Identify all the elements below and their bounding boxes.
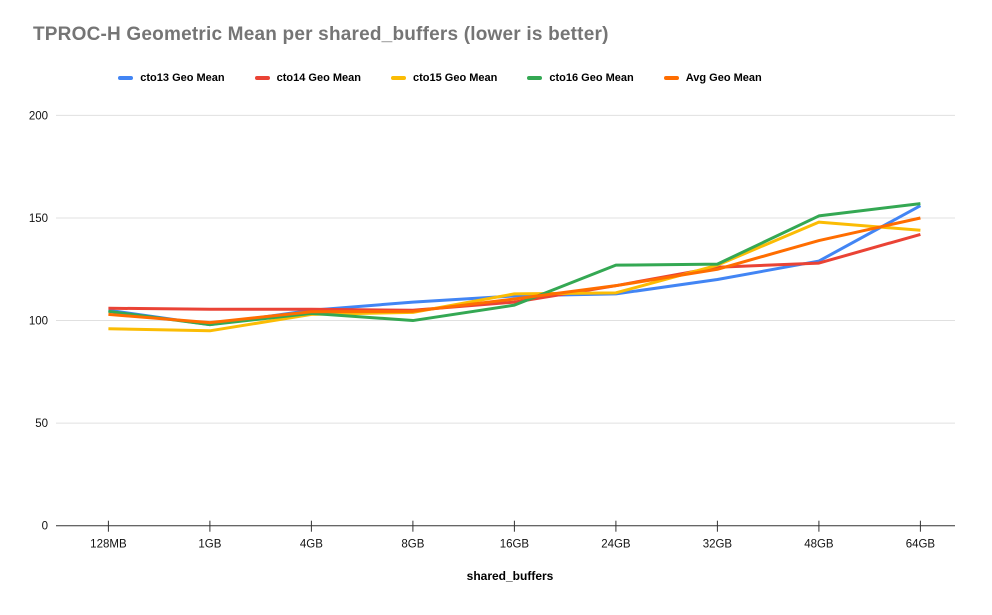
legend-swatch-icon bbox=[527, 76, 543, 80]
legend-label: cto14 Geo Mean bbox=[276, 72, 361, 84]
y-axis-tick-label: 100 bbox=[29, 316, 48, 328]
series-line-2 bbox=[108, 220, 921, 333]
chart-legend: cto13 Geo Mean cto14 Geo Mean cto15 Geo Me… bbox=[0, 72, 880, 84]
legend-item-4[interactable]: Avg Geo Mean bbox=[663, 72, 762, 84]
x-axis-tick-label: 128MB bbox=[90, 539, 127, 551]
series-line-1 bbox=[108, 232, 921, 312]
x-axis-tick-label: 1GB bbox=[198, 539, 221, 551]
x-axis-tick-label: 32GB bbox=[703, 539, 733, 551]
legend-item-3[interactable]: cto16 Geo Mean bbox=[527, 72, 634, 84]
legend-swatch-icon bbox=[254, 76, 270, 80]
legend-label: Avg Geo Mean bbox=[685, 72, 762, 84]
chart-title: TPROC-H Geometric Mean per shared_buffer… bbox=[33, 24, 609, 45]
x-axis-tick-label: 8GB bbox=[401, 539, 424, 551]
legend-item-0[interactable]: cto13 Geo Mean bbox=[118, 72, 225, 84]
y-axis-tick-label: 150 bbox=[29, 213, 48, 225]
legend-label: cto13 Geo Mean bbox=[140, 72, 225, 84]
y-axis-tick-label: 0 bbox=[42, 521, 48, 533]
legend-swatch-icon bbox=[391, 76, 406, 80]
y-axis-tick-label: 50 bbox=[35, 418, 48, 430]
y-axis-tick-label: 200 bbox=[29, 110, 48, 122]
x-axis-tick-label: 48GB bbox=[804, 539, 834, 551]
x-axis-tick-label: 4GB bbox=[300, 539, 323, 551]
legend-label: cto15 Geo Mean bbox=[413, 72, 498, 84]
series-line-3 bbox=[108, 202, 921, 327]
legend-swatch-icon bbox=[663, 76, 679, 80]
legend-label: cto16 Geo Mean bbox=[549, 72, 634, 84]
legend-item-1[interactable]: cto14 Geo Mean bbox=[254, 72, 361, 84]
x-axis-tick-label: 16GB bbox=[500, 539, 530, 551]
series-line-4 bbox=[108, 216, 921, 325]
x-axis-tick-label: 24GB bbox=[601, 539, 631, 551]
x-axis-title: shared_buffers bbox=[467, 569, 554, 583]
legend-item-2[interactable]: cto15 Geo Mean bbox=[391, 72, 497, 84]
x-axis-tick-label: 64GB bbox=[906, 539, 936, 551]
legend-swatch-icon bbox=[118, 76, 134, 80]
